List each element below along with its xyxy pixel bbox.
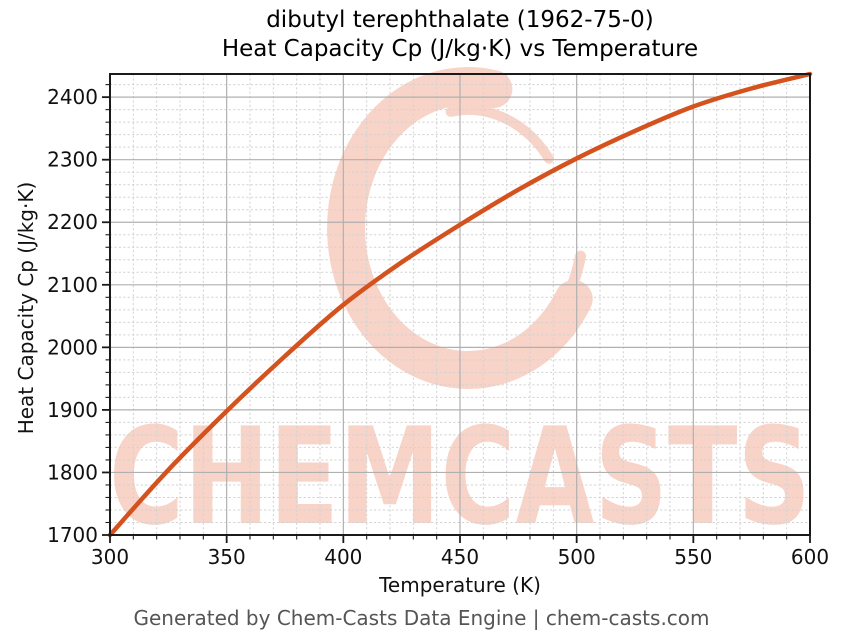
y-axis-label: Heat Capacity Cp (J/kg·K) — [14, 181, 38, 435]
svg-text:1900: 1900 — [47, 398, 98, 422]
svg-text:350: 350 — [208, 545, 246, 569]
svg-text:1700: 1700 — [47, 523, 98, 547]
svg-text:2300: 2300 — [47, 148, 98, 172]
svg-text:2400: 2400 — [47, 85, 98, 109]
minor-ticks — [105, 84, 788, 540]
minor-gridlines — [110, 74, 810, 535]
chart-title: dibutyl terephthalate (1962-75-0) Heat C… — [110, 6, 810, 64]
svg-text:450: 450 — [441, 545, 479, 569]
major-ticks — [102, 96, 811, 543]
svg-text:300: 300 — [91, 545, 129, 569]
svg-text:1800: 1800 — [47, 460, 98, 484]
footer-text: Generated by Chem-Casts Data Engine | ch… — [133, 606, 710, 630]
watermark-logo-icon — [327, 67, 593, 389]
svg-text:2200: 2200 — [47, 210, 98, 234]
svg-text:400: 400 — [324, 545, 362, 569]
svg-text:2100: 2100 — [47, 273, 98, 297]
x-axis-label: Temperature (K) — [379, 573, 541, 597]
y-tick-labels: 1700 1800 1900 2000 2100 2200 2300 2400 — [47, 85, 98, 547]
x-tick-labels: 300 350 400 450 500 550 600 — [91, 545, 829, 569]
chart-title-line2: Heat Capacity Cp (J/kg·K) vs Temperature — [221, 36, 699, 62]
svg-text:600: 600 — [791, 545, 829, 569]
chart-title-line1: dibutyl terephthalate (1962-75-0) — [266, 7, 654, 33]
svg-text:500: 500 — [558, 545, 596, 569]
svg-text:550: 550 — [674, 545, 712, 569]
svg-text:2000: 2000 — [47, 335, 98, 359]
watermark-logo-flick-icon — [564, 250, 586, 297]
cp-curve — [107, 71, 813, 538]
